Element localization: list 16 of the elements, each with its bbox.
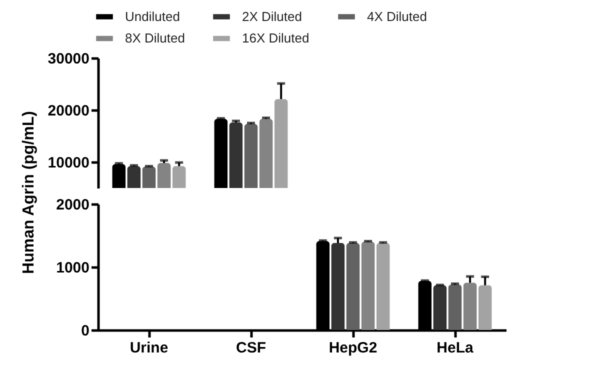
legend-label: Undiluted	[125, 8, 180, 24]
y-tick-label: 30000	[48, 50, 90, 68]
x-tick-label: HeLa	[436, 340, 474, 356]
x-tick-label: Urine	[130, 340, 168, 356]
x-tick-label: CSF	[236, 340, 266, 356]
x-tick-label: HepG2	[328, 340, 378, 356]
y-axis-title: Human Agrin (pg/mL)	[20, 111, 38, 274]
y-tick-label: 0	[81, 322, 90, 340]
legend-label: 2X Diluted	[242, 8, 302, 24]
y-tick-label: 1000	[56, 260, 90, 276]
legend-label: 4X Diluted	[367, 8, 427, 24]
y-tick-label: 2000	[56, 196, 90, 214]
legend-label: 16X Diluted	[242, 30, 310, 46]
y-tick-label: 20000	[48, 102, 90, 120]
legend-label: 8X Diluted	[125, 30, 185, 46]
y-tick-label: 10000	[48, 154, 90, 172]
